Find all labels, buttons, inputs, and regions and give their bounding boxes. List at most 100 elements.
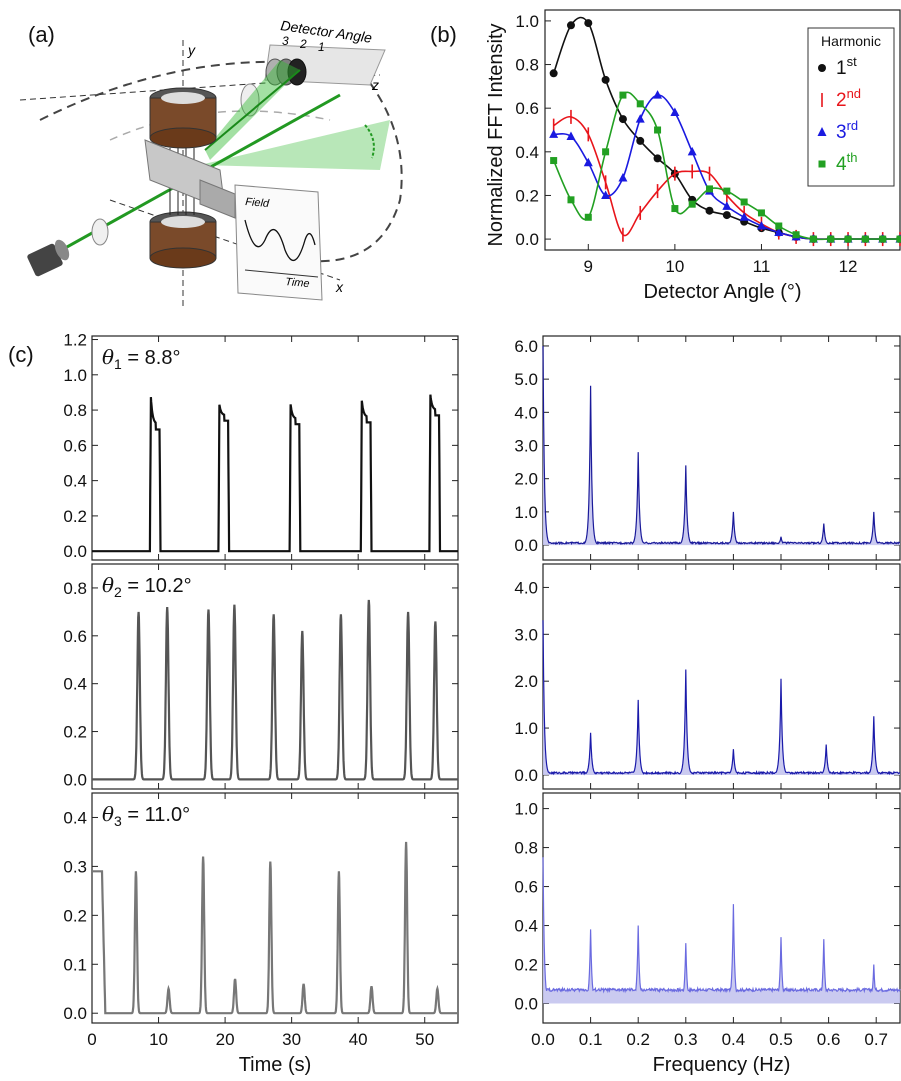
time-trace <box>92 599 458 781</box>
data-point-3rd <box>583 157 593 167</box>
inset-field-label: Field <box>245 196 271 210</box>
data-point-1st <box>705 206 714 215</box>
experimental-setup-diagram: y x z Detector Angle 3 2 1 <box>19 17 403 310</box>
diffraction-fan <box>200 120 390 170</box>
fft-area <box>543 346 900 546</box>
data-point-3rd <box>653 90 663 99</box>
fft-chart-3: 0.0 0.2 0.4 0.6 0.8 1.0 0.0 0.1 0.2 0.3 0.4 0.5 0.6 0… <box>514 792 901 1076</box>
time-trace <box>92 841 458 1015</box>
data-point-3rd <box>670 107 680 117</box>
x-tick-label: 0.3 <box>674 1030 698 1049</box>
data-point-4th <box>723 187 731 195</box>
lower-coil <box>149 211 217 269</box>
time-trace <box>92 394 458 553</box>
data-point-1st <box>584 19 593 28</box>
y-tick-label: 0.4 <box>63 808 87 827</box>
y-tick-label: 0.2 <box>63 723 87 742</box>
x-tick-label: 9 <box>584 257 593 276</box>
data-point-4th <box>775 222 783 230</box>
y-tick-label: 0.4 <box>63 675 87 694</box>
y-axis-title: Normalized FFT Intensity <box>485 23 507 246</box>
y-tick-label: 1.0 <box>514 800 538 819</box>
plot-frame <box>542 335 901 561</box>
y-tick-label: 0.8 <box>515 56 539 75</box>
data-point-1st <box>722 211 731 220</box>
y-tick-label: 0.2 <box>63 906 87 925</box>
first-order-beam <box>204 69 301 151</box>
detector-mark-2: 2 <box>299 37 307 51</box>
data-point-3rd <box>566 131 576 141</box>
x-tick-label: 0.6 <box>817 1030 841 1049</box>
y-tick-label: 0.8 <box>514 839 538 858</box>
data-point-1st <box>653 154 662 163</box>
x-tick-label: 0.2 <box>626 1030 650 1049</box>
y-tick-label: 0.0 <box>63 770 87 789</box>
data-point-4th <box>879 235 887 243</box>
laser-source <box>27 239 70 277</box>
x-tick-label: 0.0 <box>531 1030 555 1049</box>
y-tick-label: 2.0 <box>514 470 538 489</box>
fft-chart-2: 0.0 1.0 2.0 3.0 4.0 <box>514 563 901 790</box>
time-series-chart-2: 0.0 0.2 0.4 0.6 0.8 θ2 = 10.2° <box>63 563 459 790</box>
y-tick-label: 0.2 <box>514 956 538 975</box>
y-tick-label: 0.3 <box>63 857 87 876</box>
data-point-1st <box>636 136 645 145</box>
x-tick-label: 40 <box>349 1030 368 1049</box>
data-point-1st <box>601 75 610 84</box>
legend-marker-3rd <box>817 127 827 136</box>
y-tick-label: 4.0 <box>514 403 538 422</box>
y-tick-label: 5.0 <box>514 370 538 389</box>
x-tick-label: 0.5 <box>769 1030 793 1049</box>
y-axis-label: y <box>187 42 196 58</box>
data-point-3rd <box>549 129 559 138</box>
y-tick-label: 0.6 <box>63 627 87 646</box>
plot-frame <box>91 563 459 790</box>
y-tick-label: 0.0 <box>514 995 538 1014</box>
rotation-circle-arc <box>39 60 403 263</box>
data-point-3rd <box>756 221 766 230</box>
fft-area <box>543 620 900 775</box>
data-point-4th <box>844 235 852 243</box>
data-point-4th <box>688 200 696 208</box>
y-tick-label: 0.0 <box>63 542 87 561</box>
x-tick-label: 10 <box>665 257 684 276</box>
legend-marker-1st <box>818 64 826 72</box>
y-tick-label: 2.0 <box>514 672 538 691</box>
data-point-4th <box>602 148 610 156</box>
upper-coil <box>149 87 217 149</box>
legend-label-2nd: 2nd <box>836 86 861 111</box>
x-axis-title: Frequency (Hz) <box>653 1054 791 1076</box>
fft-trace <box>542 620 901 776</box>
x-tick-label: 11 <box>753 257 771 276</box>
y-tick-label: 1.0 <box>515 12 539 31</box>
y-tick-label: 0.0 <box>514 766 538 785</box>
data-point-4th <box>896 235 901 243</box>
detector-mark-3: 3 <box>282 34 289 48</box>
data-point-4th <box>827 235 835 243</box>
fft-trace <box>542 857 901 994</box>
panel-label-b: (b) <box>430 22 457 47</box>
time-series-chart-3: 0.0 0.1 0.2 0.3 0.4 0 10 20 30 40 50 Time (s) θ3 = 1… <box>63 792 459 1076</box>
x-axis-label: x <box>335 279 344 295</box>
legend-label-3rd: 3rd <box>836 118 858 143</box>
data-point-1st <box>566 21 575 30</box>
y-tick-label: 0.6 <box>515 99 539 118</box>
y-tick-label: 0.4 <box>514 917 538 936</box>
y-tick-label: 0.8 <box>63 401 87 420</box>
x-tick-label: 0 <box>87 1030 96 1049</box>
theta-label: θ3 = 11.0° <box>102 802 190 829</box>
y-tick-label: 0.4 <box>515 143 539 162</box>
x-tick-label: 12 <box>839 257 858 276</box>
data-point-4th <box>757 209 765 217</box>
legend-label-4th: 4th <box>836 150 857 175</box>
sample-plate-front <box>199 179 236 219</box>
fft-trace <box>542 345 901 546</box>
legend-label-1st: 1st <box>836 54 857 79</box>
data-point-3rd <box>774 227 784 237</box>
data-point-4th <box>706 185 714 193</box>
legend-marker-4th <box>818 160 826 168</box>
field-time-inset: Field Time <box>234 184 323 301</box>
data-point-4th <box>567 196 575 204</box>
y-tick-label: 6.0 <box>514 337 538 356</box>
data-point-4th <box>654 126 662 134</box>
